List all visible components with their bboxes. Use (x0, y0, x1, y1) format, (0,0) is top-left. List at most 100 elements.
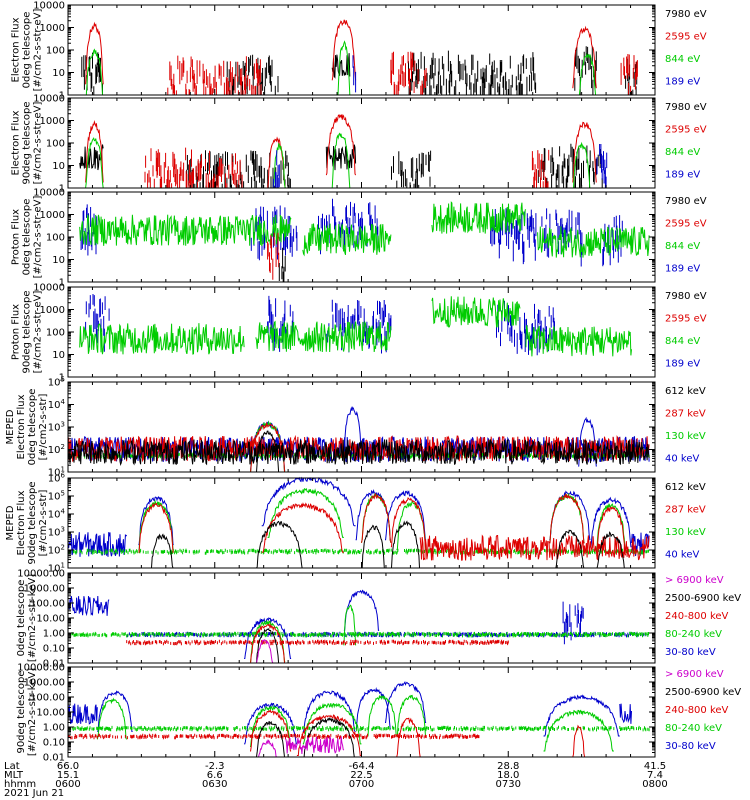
panel-1: 10000 1000 100 10 1 Electron Flux 0deg telesco… (11, 1, 707, 102)
y-tick-label: 1.00 (43, 629, 65, 640)
y-tick-label: 1000 (40, 23, 65, 34)
series-line-844-ev-2 (337, 40, 351, 96)
y-axis-label: 90deg telescope [#/cm2-s-str-keV] (16, 668, 38, 756)
legend-entry: 7980 eV (665, 9, 707, 20)
legend-entry: 844 eV (665, 54, 700, 65)
legend-entry: 130 keV (665, 431, 706, 442)
series-line-80-240-kev-7 (68, 725, 650, 732)
y-axis-label-line: Proton Flux (11, 304, 22, 360)
legend-entry: 2500-6900 keV (665, 687, 741, 698)
series-line-240-800-kev-2 (296, 714, 362, 756)
legend-entry: 189 eV (665, 170, 700, 181)
series-line-40-kev-4 (578, 416, 597, 467)
legend-entry: 612 keV (665, 386, 706, 397)
footer-row-label: hhmm (4, 779, 36, 790)
series-line-80-240-kev-6 (543, 709, 614, 752)
series-line-612-kev-1 (150, 533, 174, 569)
footer-value: 7.4 (647, 770, 663, 781)
y-tick-label: 10000 (33, 188, 65, 199)
series-line-287-kev-7 (419, 534, 650, 561)
y-tick-label: 10.00 (36, 614, 65, 625)
series-line-7980-ev-2 (226, 54, 279, 95)
y-tick-label: 105 (48, 376, 65, 389)
y-axis-label-line: 0deg telescope (27, 389, 38, 466)
series-line-844-ev-1 (79, 214, 292, 246)
y-axis-label: 0deg telescope [#/cm2-s-str-keV] (16, 574, 38, 662)
legend-entry: 844 eV (665, 241, 700, 252)
legend-entry: 80-240 keV (665, 629, 722, 640)
y-tick-label: 100 (46, 233, 65, 244)
y-tick-label: 1 (59, 184, 65, 195)
y-axis-label-line: Proton Flux (11, 209, 22, 265)
series-line-189-ev-2 (596, 144, 608, 188)
series-line-40-kev-3 (261, 476, 356, 527)
panel-1-series-4 (352, 55, 357, 93)
y-axis-label-line: Electron Flux (16, 490, 27, 555)
legend-entry: > 6900 keV (665, 575, 724, 586)
legend-entry: 2595 eV (665, 219, 707, 230)
panel-7: 10000.00 1000.00 100.00 10.00 1.00 0.10 0.01 0d… (16, 569, 741, 670)
series-line-612-kev-1 (67, 438, 650, 466)
panel-8-series-4 (255, 717, 356, 758)
series-line-2595-ev-6 (620, 54, 638, 95)
y-axis-label: Proton Flux 90deg telescope [#/cm2-s-str-e… (11, 290, 44, 373)
series-line-80-240-kev-2 (250, 704, 292, 747)
series-line-189-ev-1 (272, 150, 280, 188)
series-line-80-240-kev-1 (96, 697, 128, 740)
y-tick-label: 1000.00 (24, 678, 65, 689)
y-tick-label: 10 (52, 350, 65, 361)
footer-value: 6.6 (207, 770, 223, 781)
y-axis-label-line: 90deg telescope (22, 101, 33, 184)
y-tick-label: 0.01 (43, 753, 65, 764)
series-line-40-kev-8 (631, 532, 650, 557)
y-tick-label: 103 (48, 526, 65, 539)
series-line-7980-ev-3 (331, 53, 351, 79)
panel-3-series-3 (267, 232, 280, 280)
panel-2-series-3 (85, 132, 591, 189)
series-line-130-kev-5 (549, 492, 585, 544)
series-line-612-kev-2 (255, 430, 280, 473)
y-tick-label: 100.00 (30, 599, 65, 610)
panel-3-series-2 (79, 201, 650, 258)
y-tick-label: 0.10 (43, 738, 65, 749)
series-line-40-kev-6 (549, 490, 591, 541)
footer-value: -2.3 (205, 761, 225, 772)
series-line-40-kev-3 (343, 406, 362, 457)
legend-entry: 189 eV (665, 359, 700, 370)
series-line-40-kev-1 (67, 532, 128, 557)
series-line-2595-ev-5 (572, 121, 597, 183)
series-line-612-kev-3 (361, 524, 385, 569)
legend-entry: 40 keV (665, 550, 699, 561)
series-line-287-kev-6 (596, 506, 627, 556)
y-axis-label: MEPED Electron Flux 90deg telescope [#/cm2-… (5, 481, 49, 564)
series-line-287-kev-3 (361, 492, 392, 543)
y-tick-label: 104 (48, 398, 66, 411)
series-line-2595-ev-3 (331, 19, 357, 81)
y-axis-label-line: [#/cm2-s-str-eV] (33, 291, 44, 374)
legend-entry: 189 eV (665, 77, 700, 88)
series-line--6900-kev-2 (284, 736, 345, 754)
series-line-844-ev-2 (302, 223, 392, 257)
series-line-844-ev-3 (272, 143, 286, 189)
series-line-612-kev-2 (255, 520, 303, 569)
series-line-844-ev-2 (255, 320, 392, 353)
y-tick-label: 103 (48, 421, 65, 434)
y-axis-label-line: 90deg telescope (22, 290, 33, 373)
y-axis-label-line: [#/cm2-s-str-eV] (33, 196, 44, 279)
y-tick-label: 10 (52, 161, 65, 172)
y-tick-label: 105 (48, 490, 65, 503)
y-tick-label: 10000.00 (17, 569, 65, 580)
panel-6-series-4 (150, 520, 626, 569)
series-line-2595-ev-1 (85, 119, 104, 183)
legend-entry: 287 keV (665, 409, 706, 420)
panel-4-series-2 (79, 296, 632, 357)
y-axis-label-line: MEPED (5, 505, 16, 540)
series-line-287-kev-2 (261, 502, 344, 553)
y-axis-label-line: 0deg telescope (22, 12, 33, 89)
legend-entry: 844 eV (665, 147, 700, 158)
footer-row-label: Lat (4, 761, 20, 772)
legend-entry: 240-800 keV (665, 705, 729, 716)
panel-8: 10000.00 1000.00 100.00 10.00 1.00 0.10 0.01 90… (16, 663, 741, 764)
